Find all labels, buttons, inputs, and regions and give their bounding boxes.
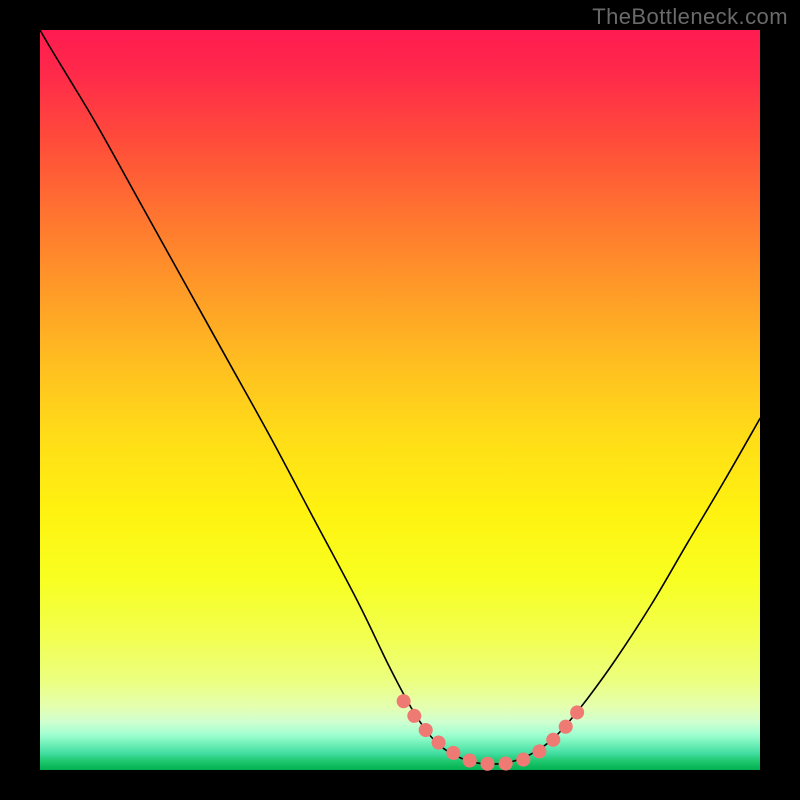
watermark-text: TheBottleneck.com: [592, 4, 788, 30]
bottleneck-line-chart: [0, 0, 800, 800]
plot-background: [40, 30, 760, 770]
chart-container: TheBottleneck.com: [0, 0, 800, 800]
